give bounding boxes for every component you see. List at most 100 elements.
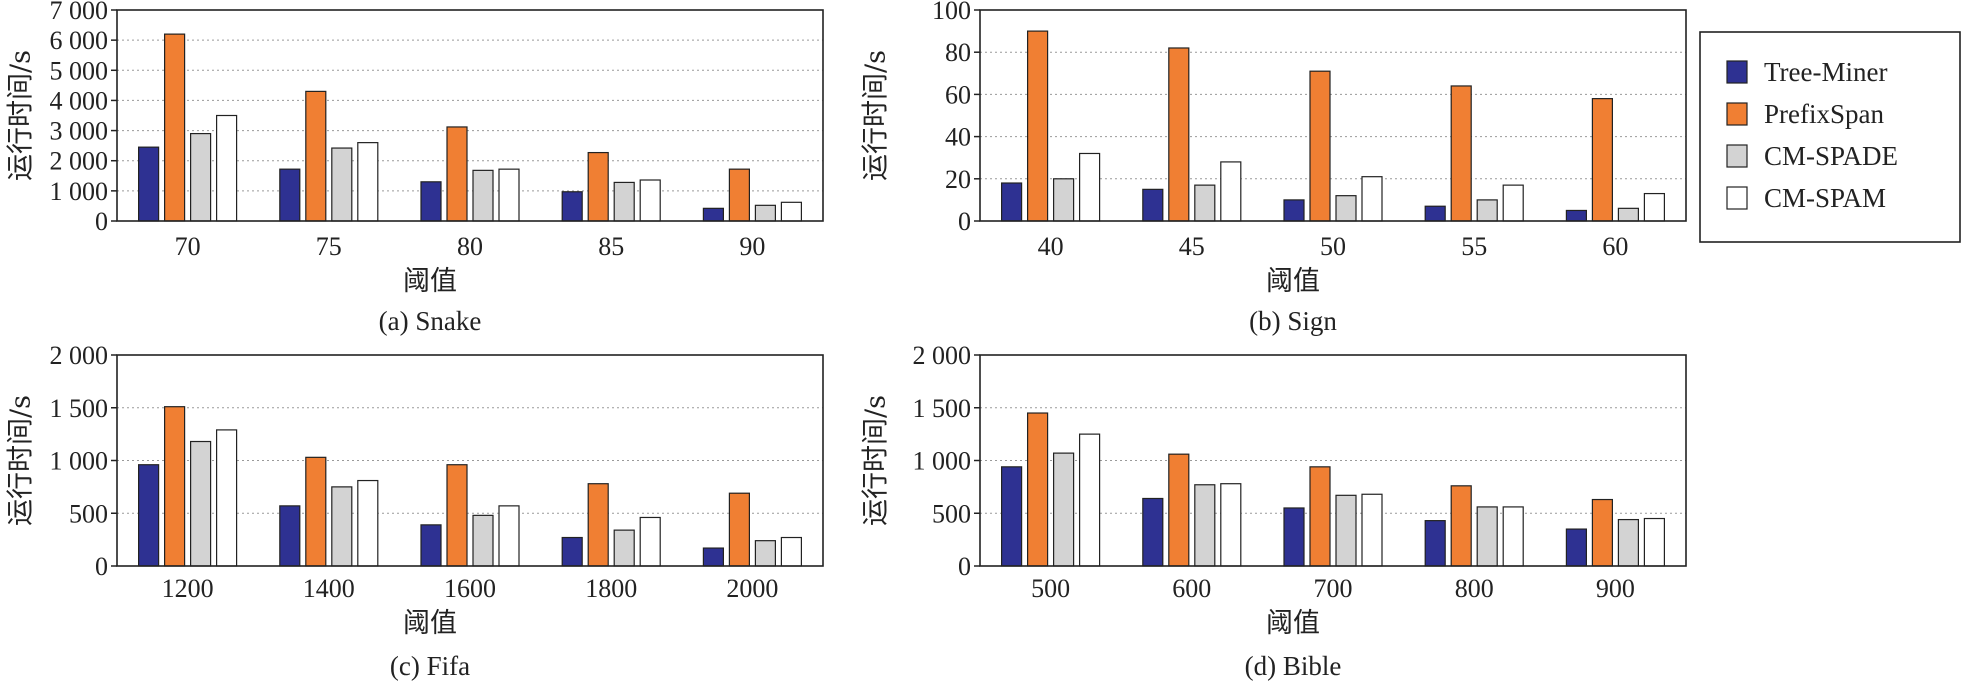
- bar-tree-miner: [702, 207, 725, 222]
- y-tick-label: 60: [945, 80, 971, 109]
- bar-tree-miner: [1565, 209, 1588, 222]
- y-tick-label: 0: [958, 552, 971, 581]
- y-tick-label: 2 000: [50, 147, 109, 176]
- bar-tree-miner: [420, 524, 442, 567]
- x-tick-label: 90: [739, 232, 765, 261]
- bar-cm-spam: [357, 479, 379, 567]
- bar-tree-miner: [1424, 205, 1446, 222]
- bar-cm-spam: [216, 429, 238, 567]
- legend-label: CM-SPADE: [1764, 141, 1898, 171]
- x-tick-label: 70: [175, 232, 201, 261]
- x-tick-label: 600: [1172, 574, 1211, 603]
- bar-prefixspan: [1450, 485, 1472, 567]
- y-tick-label: 20: [945, 165, 971, 194]
- y-tick-label: 0: [958, 207, 971, 236]
- bar-cm-spam: [1502, 184, 1524, 222]
- y-tick-label: 3 000: [50, 117, 109, 146]
- y-axis-title: 运行时间/s: [861, 395, 892, 526]
- legend-label: CM-SPAM: [1764, 183, 1886, 213]
- y-tick-label: 500: [932, 499, 971, 528]
- x-tick-label: 45: [1179, 232, 1205, 261]
- bar-tree-miner: [1142, 188, 1164, 222]
- bar-prefixspan: [1026, 30, 1049, 222]
- x-tick-label: 1200: [162, 574, 214, 603]
- x-tick-label: 900: [1596, 574, 1635, 603]
- bar-cm-spade: [613, 181, 635, 222]
- bar-tree-miner: [702, 547, 725, 567]
- bar-cm-spade: [190, 440, 212, 567]
- bar-tree-miner: [561, 191, 583, 222]
- x-axis-title: 阈值: [1266, 608, 1320, 639]
- y-tick-label: 5 000: [50, 56, 109, 85]
- bar-cm-spam: [639, 179, 661, 222]
- bar-cm-spam: [1502, 506, 1524, 567]
- bar-cm-spade: [1617, 518, 1640, 567]
- legend: Tree-Miner PrefixSpan CM-SPADE CM-SPAM: [1699, 31, 1961, 243]
- bar-prefixspan: [587, 151, 609, 222]
- x-tick-label: 1800: [585, 574, 637, 603]
- y-tick-label: 40: [945, 123, 971, 152]
- bar-cm-spade: [1617, 207, 1640, 222]
- bar-cm-spam: [1643, 517, 1666, 567]
- bar-tree-miner: [279, 505, 301, 567]
- y-tick-label: 0: [95, 207, 108, 236]
- y-tick-label: 6 000: [50, 26, 109, 55]
- y-tick-label: 1 000: [913, 447, 972, 476]
- bar-prefixspan: [164, 33, 186, 222]
- x-tick-label: 75: [316, 232, 342, 261]
- bar-cm-spam: [1078, 433, 1101, 567]
- y-tick-label: 7 000: [50, 0, 109, 25]
- x-tick-label: 60: [1602, 232, 1628, 261]
- bar-prefixspan: [1168, 453, 1190, 567]
- bar-prefixspan: [1309, 466, 1331, 567]
- bar-cm-spam: [1220, 161, 1242, 222]
- x-axis-title: 阈值: [403, 266, 457, 297]
- bar-tree-miner: [279, 168, 301, 222]
- bar-cm-spam: [498, 168, 520, 222]
- y-tick-label: 100: [932, 0, 971, 25]
- y-tick-label: 1 000: [50, 447, 109, 476]
- y-tick-label: 2 000: [50, 341, 109, 370]
- bar-prefixspan: [446, 464, 468, 567]
- y-axis-title: 运行时间/s: [6, 50, 37, 181]
- x-tick-label: 500: [1031, 574, 1070, 603]
- bar-prefixspan: [1591, 498, 1614, 567]
- bar-cm-spade: [754, 540, 777, 567]
- bar-prefixspan: [305, 90, 327, 222]
- legend-swatch: [1726, 102, 1748, 126]
- bar-cm-spade: [331, 147, 353, 222]
- bar-cm-spam: [216, 114, 238, 222]
- bar-cm-spade: [1476, 199, 1498, 222]
- y-axis-title: 运行时间/s: [861, 50, 892, 181]
- bar-cm-spade: [1476, 506, 1498, 567]
- bar-cm-spam: [1361, 176, 1383, 222]
- bar-cm-spam: [498, 505, 520, 567]
- x-axis-title: 阈值: [403, 608, 457, 639]
- bar-prefixspan: [164, 406, 186, 567]
- subfigure-caption: (a) Snake: [379, 306, 482, 336]
- legend-swatch: [1726, 186, 1748, 210]
- bar-cm-spade: [1194, 484, 1216, 567]
- chart-panel-2: 0 20 40 60 80 100 40 45 50 55 60 阈值 运行时间/s (b) Sign: [861, 0, 1687, 336]
- bar-prefixspan: [1026, 412, 1049, 567]
- bar-prefixspan: [587, 483, 609, 567]
- chart-panel-4: 0 500 1 000 1 500 2 000 500 600 700 800 900 阈值 运行时间…: [861, 341, 1687, 681]
- bar-cm-spade: [472, 169, 494, 222]
- bar-cm-spam: [1220, 483, 1242, 567]
- bar-tree-miner: [1142, 497, 1164, 567]
- legend-swatch: [1726, 60, 1748, 84]
- y-tick-label: 500: [69, 499, 108, 528]
- bar-prefixspan: [728, 168, 751, 222]
- bar-cm-spam: [1078, 152, 1101, 222]
- x-tick-label: 700: [1314, 574, 1353, 603]
- bar-tree-miner: [1000, 466, 1023, 567]
- bar-prefixspan: [728, 492, 751, 567]
- x-tick-label: 800: [1455, 574, 1494, 603]
- bar-tree-miner: [1000, 182, 1023, 222]
- subfigure-caption: (d) Bible: [1245, 651, 1342, 681]
- x-tick-label: 2000: [726, 574, 778, 603]
- bar-prefixspan: [1309, 70, 1331, 222]
- bar-cm-spade: [1335, 494, 1357, 567]
